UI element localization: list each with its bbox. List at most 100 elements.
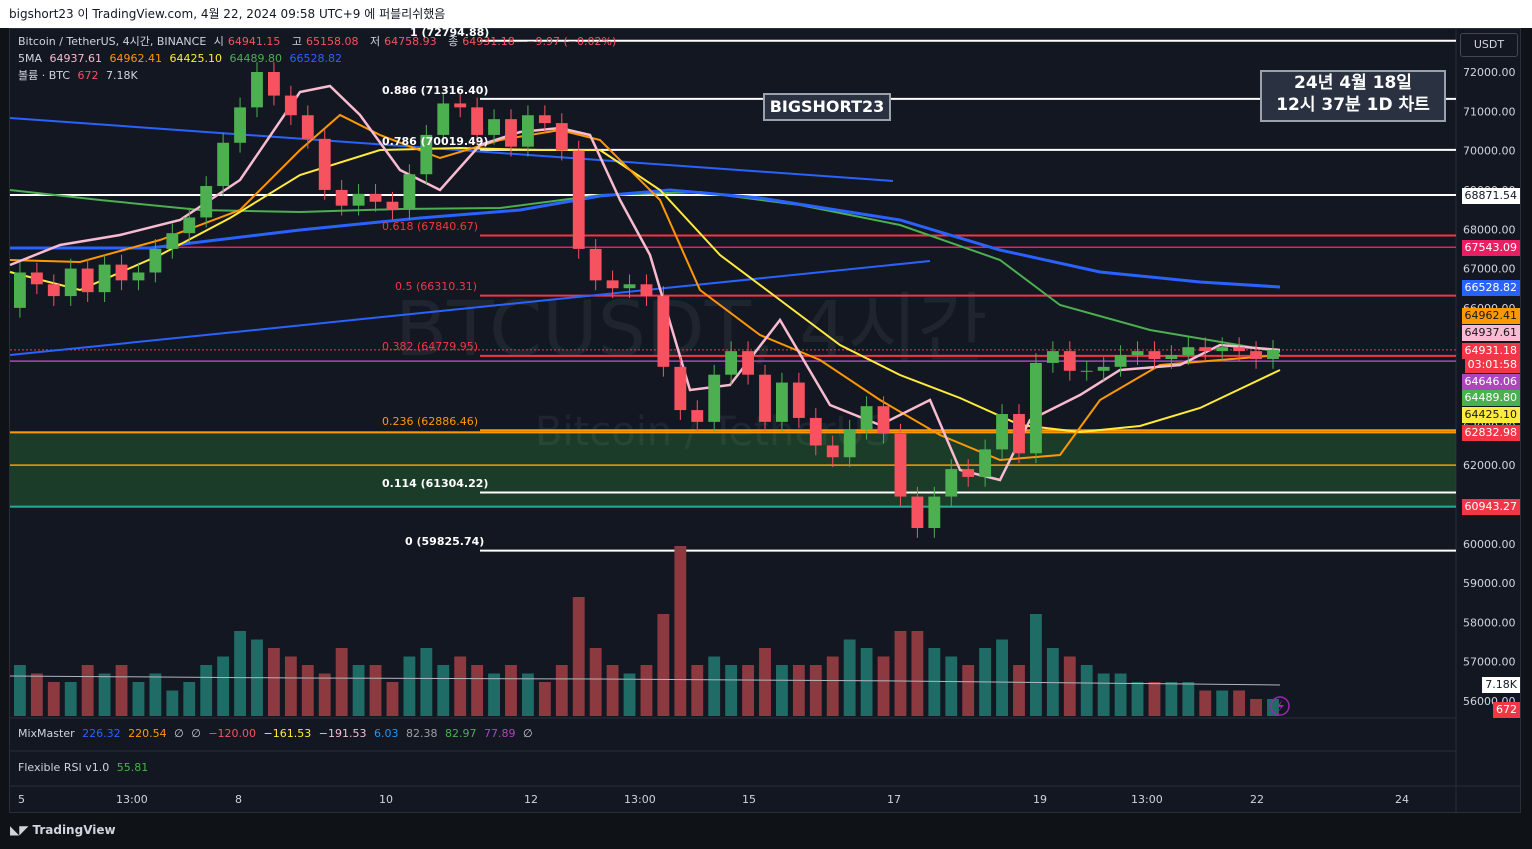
date-watermark: 24년 4월 18일 12시 37분 1D 차트 (1260, 70, 1446, 122)
candle-body (945, 469, 958, 497)
price-tag: 62832.98 (1461, 425, 1520, 441)
time-tick: 19 (1033, 793, 1047, 806)
mixmaster-legend[interactable]: MixMaster 226.32 220.54 ∅ ∅ −120.00 −161… (18, 726, 537, 742)
volume-bar (640, 665, 653, 716)
ma-value: 64937.61 (49, 52, 103, 65)
tv-logo-text: TradingView (32, 823, 116, 837)
volume-bar (1080, 665, 1093, 716)
volume-bar (505, 665, 517, 716)
candle-body (64, 268, 77, 297)
candle-body (352, 193, 365, 206)
fib-label: 1 (72794.88) (410, 26, 489, 39)
candle-body (1199, 347, 1212, 352)
publish-bar: bigshort23 이 TradingView.com, 4월 22, 202… (0, 0, 1532, 28)
candle-body (1013, 414, 1025, 454)
mixmaster-value: ∅ (174, 727, 184, 740)
mixmaster-value: 77.89 (483, 727, 516, 740)
ma-value: 64425.10 (169, 52, 223, 65)
volume-bar (386, 682, 399, 716)
mixmaster-value: ∅ (191, 727, 201, 740)
low-value: 64758.93 (384, 35, 437, 48)
time-tick: 12 (524, 793, 538, 806)
mixmaster-value: 6.03 (373, 727, 399, 740)
candle-body (1148, 351, 1161, 359)
volume-bar (132, 682, 145, 716)
volume-bar (217, 656, 230, 716)
candle-body (1131, 351, 1144, 356)
volume-bar (471, 665, 484, 716)
volume-bar (335, 648, 348, 716)
price-tick: 60000.00 (1463, 538, 1516, 551)
candle-body (14, 272, 26, 308)
volume-bar (14, 665, 26, 716)
candle-body (742, 351, 754, 375)
candle-body (318, 138, 331, 190)
price-tag: 64489.80 (1461, 390, 1520, 406)
volume-bar (301, 665, 314, 716)
time-tick: 8 (235, 793, 242, 806)
volume-bar (454, 656, 467, 716)
time-tick: 13:00 (1131, 793, 1163, 806)
candle-body (1182, 347, 1195, 356)
rsi-value: 55.81 (116, 761, 149, 774)
legend-ma[interactable]: 5MA 64937.61 64962.41 64425.10 64489.80 … (18, 51, 346, 67)
mixmaster-value: −191.53 (318, 727, 367, 740)
ma-label: 5MA (18, 52, 43, 65)
price-tick: 58000.00 (1463, 616, 1516, 629)
close-label: 종 (448, 35, 459, 48)
volume-bar (352, 665, 365, 716)
date-line1: 24년 4월 18일 (1294, 73, 1412, 93)
legend-volume[interactable]: 볼륨 · BTC 672 7.18K (18, 68, 142, 84)
candle-body (792, 382, 805, 418)
change-value: −9.97 (−0.02%) (526, 35, 617, 48)
mixmaster-value: 226.32 (82, 727, 121, 740)
price-tag: 64931.18 (1461, 343, 1520, 359)
lightning-icon[interactable] (1270, 696, 1290, 716)
trendline-ascending[interactable] (9, 260, 931, 356)
time-tick: 13:00 (116, 793, 148, 806)
price-tag: 67543.09 (1461, 240, 1520, 256)
footer (0, 813, 1532, 849)
ma-green-line (9, 189, 1281, 353)
trendline-descending[interactable] (9, 117, 894, 182)
candle-body (81, 268, 94, 293)
candle-body (488, 119, 500, 135)
time-tick: 15 (742, 793, 756, 806)
candle-body (572, 150, 585, 249)
support-zone (10, 431, 1456, 508)
candle-body (251, 72, 263, 108)
candle-body (200, 186, 213, 218)
ma-orange-line (9, 113, 1281, 462)
volume-bar (183, 682, 196, 716)
rsi-label: Flexible RSI v1.0 (18, 761, 110, 774)
time-tick: 17 (887, 793, 901, 806)
currency-button[interactable]: USDT (1460, 33, 1518, 57)
price-tag: 64962.41 (1461, 308, 1520, 324)
time-tick: 10 (379, 793, 393, 806)
candle-body (1030, 362, 1042, 454)
candle-body (1080, 370, 1093, 372)
date-line2: 12시 37분 1D 차트 (1276, 95, 1430, 115)
candle-body (505, 119, 517, 147)
volume-bar (1013, 665, 1025, 716)
candle-body (471, 107, 484, 135)
candle-body (1250, 351, 1262, 359)
candle-body (420, 134, 433, 175)
fib-label: 0.114 (61304.22) (382, 477, 488, 490)
rsi-legend[interactable]: Flexible RSI v1.0 55.81 (18, 760, 152, 776)
low-label: 저 (370, 35, 381, 48)
candle-body (860, 406, 873, 430)
volume-bar (962, 665, 975, 716)
candle-body (911, 496, 924, 529)
price-tag: 672 (1493, 702, 1520, 718)
time-tick: 13:00 (624, 793, 656, 806)
symbol-title[interactable]: Bitcoin / TetherUS, 4시간, BINANCE (18, 35, 207, 48)
price-tag: 03:01:58 (1464, 357, 1520, 373)
candlesticks (14, 62, 1279, 538)
volume-bar (234, 631, 246, 716)
ma-yellow-line (9, 146, 1281, 434)
candle-body (640, 284, 653, 297)
tradingview-logo[interactable]: ◣◤ TradingView (10, 823, 116, 837)
